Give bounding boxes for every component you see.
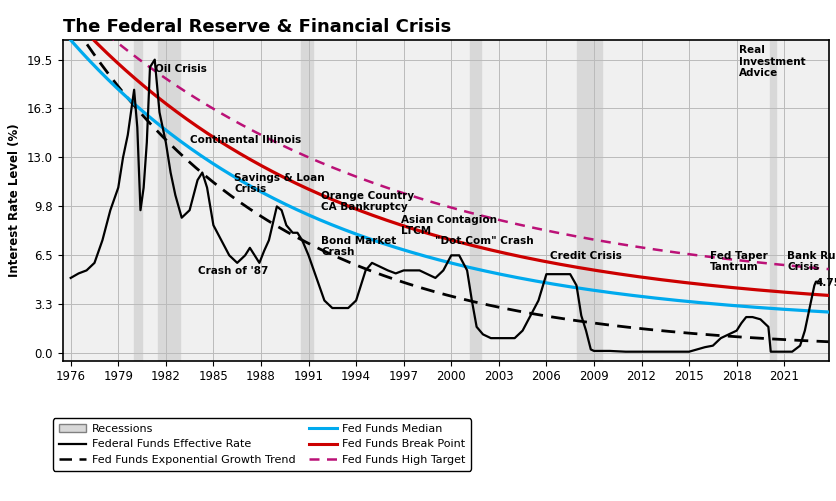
Bar — [158, 40, 180, 361]
Text: Bank Run
Crisis: Bank Run Crisis — [787, 251, 836, 273]
Text: Credit Crisis: Credit Crisis — [549, 251, 620, 261]
Y-axis label: Interest Rate Level (%): Interest Rate Level (%) — [8, 124, 22, 277]
Bar — [470, 40, 481, 361]
Text: "Dot.Com" Crash: "Dot.Com" Crash — [435, 236, 533, 246]
Text: Bond Market
Crash: Bond Market Crash — [321, 236, 396, 258]
Text: Real
Investment
Advice: Real Investment Advice — [738, 45, 805, 78]
Bar — [300, 40, 313, 361]
Bar — [769, 40, 775, 361]
Legend: Recessions, Federal Funds Effective Rate, Fed Funds Exponential Growth Trend, Fe: Recessions, Federal Funds Effective Rate… — [53, 418, 471, 470]
Text: Orange Country
CA Bankruptcy: Orange Country CA Bankruptcy — [321, 190, 414, 212]
Text: 4.75: 4.75 — [815, 278, 836, 288]
Bar — [576, 40, 601, 361]
Text: Continental Illinois: Continental Illinois — [190, 135, 300, 145]
Bar — [134, 40, 142, 361]
Text: Oil Crisis: Oil Crisis — [155, 64, 206, 74]
Text: Savings & Loan
Crisis: Savings & Loan Crisis — [234, 172, 324, 194]
Text: The Federal Reserve & Financial Crisis: The Federal Reserve & Financial Crisis — [63, 18, 451, 36]
Text: Crash of '87: Crash of '87 — [197, 266, 268, 276]
Text: Asian Contagion
LTCM: Asian Contagion LTCM — [400, 215, 496, 236]
Text: Fed Taper
Tantrum: Fed Taper Tantrum — [709, 251, 767, 273]
